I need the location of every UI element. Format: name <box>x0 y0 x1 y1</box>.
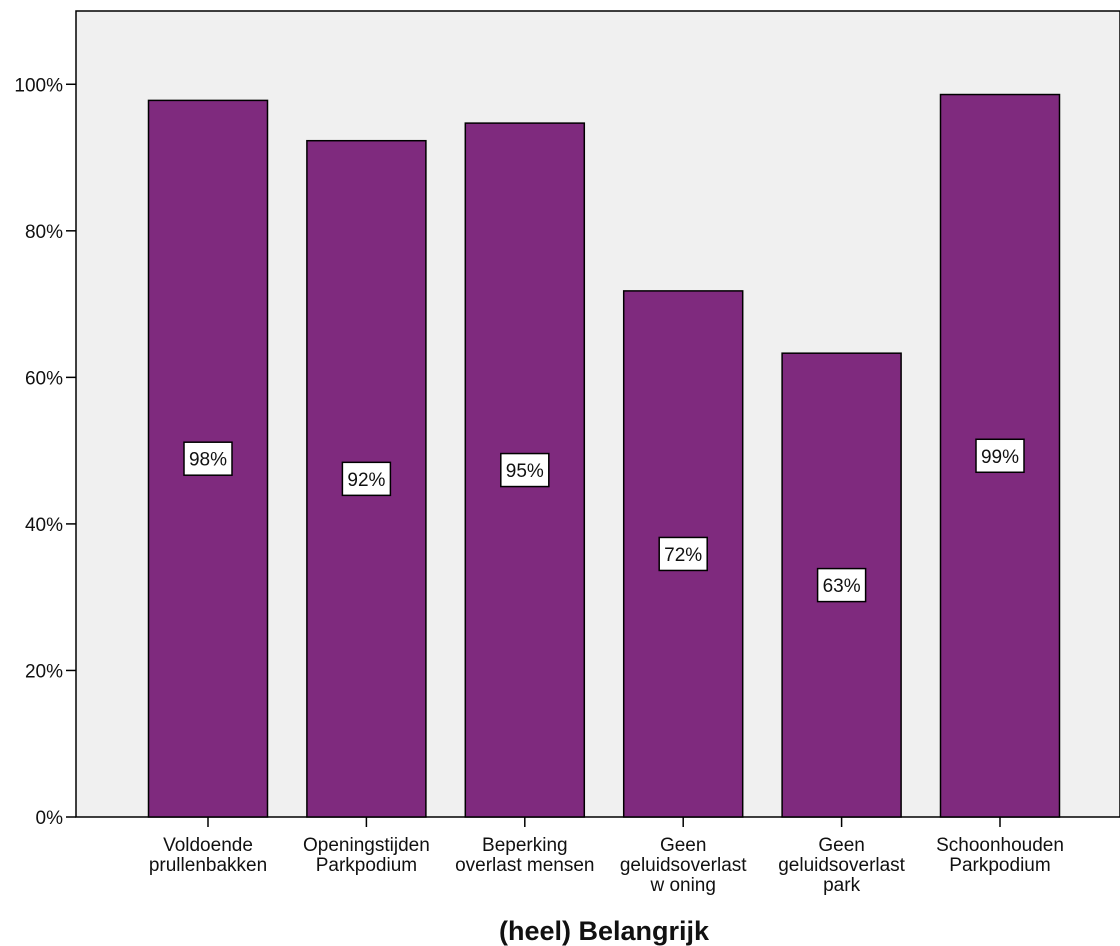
data-label-box <box>341 461 392 497</box>
data-label: 98% <box>189 450 227 471</box>
y-tick-label: 40% <box>25 515 63 536</box>
y-tick-label: 100% <box>14 75 63 96</box>
x-category-label: Beperking overlast mensen <box>455 835 594 876</box>
data-label: 63% <box>823 576 861 597</box>
y-tick-label: 20% <box>25 661 63 682</box>
data-label-box <box>975 438 1025 474</box>
data-label: 92% <box>347 470 385 491</box>
data-label: 95% <box>506 461 544 482</box>
y-tick-label: 0% <box>36 808 64 829</box>
y-tick-label: 80% <box>25 222 63 243</box>
data-label: 72% <box>664 545 702 566</box>
data-label-box <box>500 452 550 488</box>
x-category-label: Geen geluidsoverlast w oning <box>620 835 747 896</box>
x-category-label: Voldoende prullenbakken <box>149 835 267 876</box>
data-label: 99% <box>981 447 1019 468</box>
x-category-label: Geen geluidsoverlast park <box>778 835 905 896</box>
x-category-label: Schoonhouden Parkpodium <box>936 835 1064 876</box>
data-label-box <box>183 441 233 476</box>
data-label-box <box>816 567 867 603</box>
x-axis-title: (heel) Belangrijk <box>499 916 710 946</box>
data-label-box <box>658 536 708 572</box>
y-tick-label: 60% <box>25 368 63 389</box>
x-category-label: Openingstijden Parkpodium <box>303 835 430 876</box>
